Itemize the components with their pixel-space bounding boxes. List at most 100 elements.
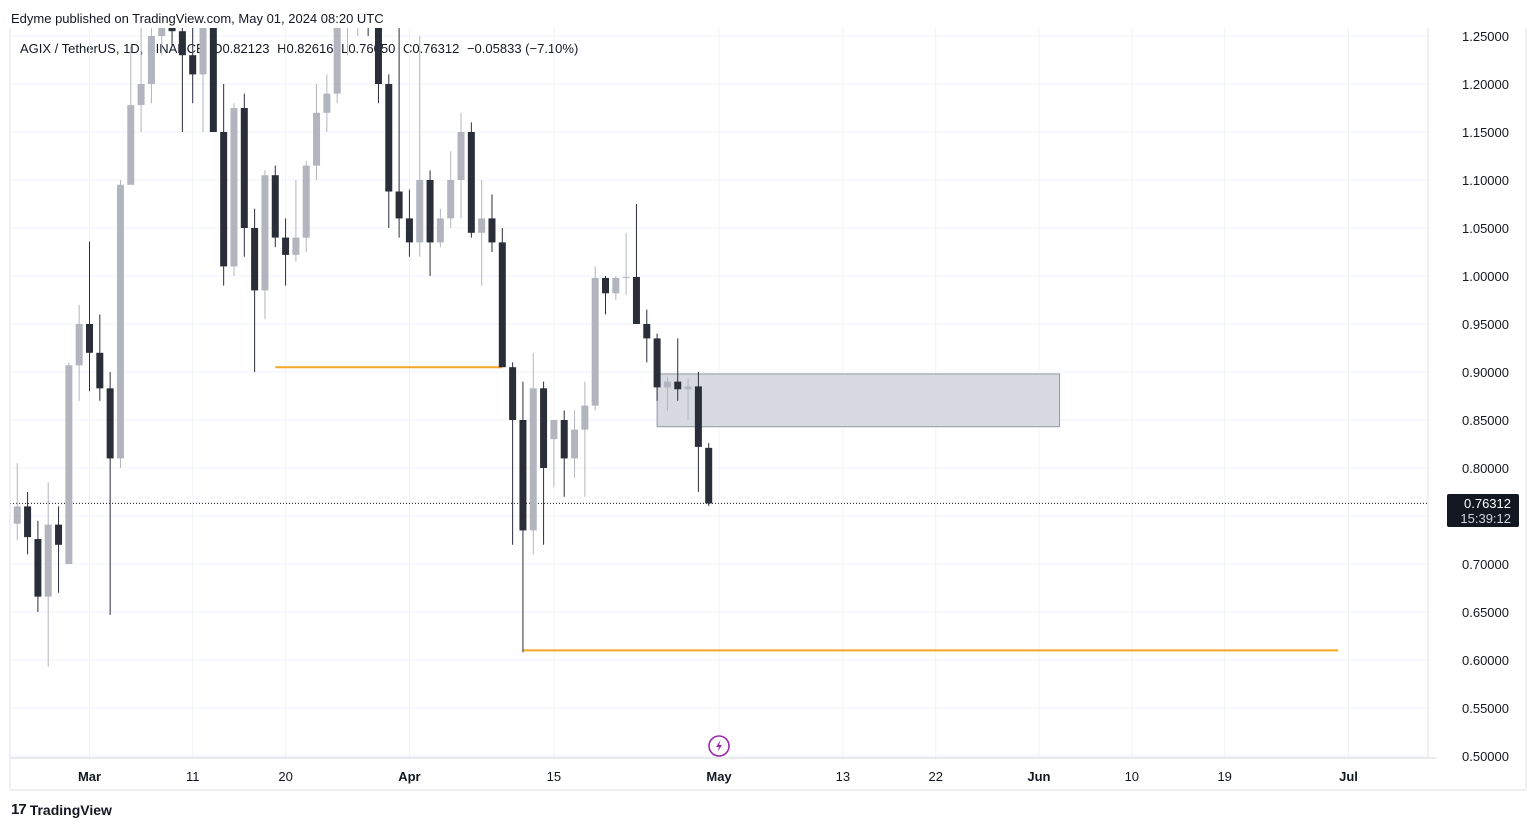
candle-body bbox=[220, 132, 228, 267]
candle-body bbox=[24, 506, 32, 538]
bearish-candle bbox=[367, 28, 369, 36]
y-tick-label: 0.80000 bbox=[1462, 461, 1509, 476]
candle-body bbox=[395, 191, 403, 219]
x-tick-label: 20 bbox=[278, 769, 292, 784]
bearish-candle bbox=[426, 170, 434, 276]
candle-body bbox=[10, 506, 11, 524]
bearish-candle bbox=[705, 443, 713, 506]
candle-body bbox=[478, 218, 486, 233]
bullish-candle bbox=[447, 151, 455, 228]
bearish-candle bbox=[405, 189, 413, 257]
bullish-candle bbox=[199, 28, 207, 132]
bullish-candle bbox=[571, 410, 579, 478]
candle-body bbox=[436, 218, 444, 243]
lightning-event-icon bbox=[708, 735, 730, 757]
bullish-candle bbox=[75, 304, 83, 401]
y-tick-label: 0.65000 bbox=[1462, 605, 1509, 620]
bullish-candle bbox=[436, 208, 444, 248]
candle-body bbox=[127, 105, 135, 185]
legend-symbol[interactable]: AGIX / TetherUS, 1D, BINANCE bbox=[20, 41, 205, 56]
bearish-candle bbox=[34, 520, 42, 612]
last-price-value: 0.76312 bbox=[1464, 496, 1511, 511]
bullish-candle bbox=[416, 36, 424, 257]
bearish-candle bbox=[240, 93, 248, 257]
bearish-candle bbox=[560, 410, 568, 497]
candle-body bbox=[488, 218, 496, 243]
y-tick-label: 1.20000 bbox=[1462, 77, 1509, 92]
candle-body bbox=[622, 276, 630, 278]
markers bbox=[708, 735, 730, 757]
candle-body bbox=[178, 31, 186, 56]
bullish-candle bbox=[478, 180, 486, 286]
candle-body bbox=[323, 93, 331, 113]
x-tick-label: 13 bbox=[836, 769, 850, 784]
candle-body bbox=[571, 429, 579, 459]
bullish-candle bbox=[591, 266, 599, 411]
candle-body bbox=[705, 447, 713, 504]
legend-close: C0.76312 bbox=[402, 41, 460, 56]
bullish-candle bbox=[457, 112, 465, 219]
candle-body bbox=[684, 386, 692, 390]
candle-body bbox=[426, 180, 434, 243]
bearish-candle bbox=[395, 28, 403, 238]
y-tick-label: 1.00000 bbox=[1462, 269, 1509, 284]
bullish-candle bbox=[581, 381, 589, 497]
bearish-candle bbox=[467, 122, 475, 238]
bullish-candle bbox=[612, 276, 620, 300]
axes: 1.25000 1.20000 1.15000 1.10000 1.05000 1.000… bbox=[9, 28, 1527, 791]
x-tick-label: Jul bbox=[1339, 769, 1358, 784]
legend-open: O0.82123 bbox=[212, 41, 270, 56]
y-tick-label: 1.10000 bbox=[1462, 173, 1509, 188]
y-tick-label: 0.60000 bbox=[1462, 653, 1509, 668]
bearish-candle bbox=[55, 506, 63, 593]
candle-body bbox=[86, 324, 93, 353]
y-tick-label: 0.90000 bbox=[1462, 365, 1509, 380]
y-tick-label: 0.55000 bbox=[1462, 701, 1509, 716]
candle-body bbox=[354, 0, 361, 7]
bullish-candle bbox=[65, 362, 73, 564]
candle-body bbox=[550, 420, 558, 440]
bearish-candle bbox=[498, 228, 506, 368]
bullish-candle bbox=[127, 45, 135, 185]
x-tick-label: Mar bbox=[78, 769, 101, 784]
bearish-candle bbox=[24, 492, 32, 555]
candle-body bbox=[612, 277, 620, 294]
symbol-legend: AGIX / TetherUS, 1D, BINANCE O0.82123 H0… bbox=[20, 41, 582, 56]
candle-body bbox=[509, 367, 517, 420]
candle-body bbox=[467, 132, 475, 233]
lightning-bolt bbox=[716, 740, 723, 752]
candle-body bbox=[694, 386, 702, 447]
bearish-candle bbox=[10, 506, 11, 524]
bullish-candle bbox=[261, 170, 269, 320]
candle-body bbox=[116, 184, 124, 459]
candle-body bbox=[581, 405, 589, 430]
legend-high: H0.82616 bbox=[277, 41, 334, 56]
bearish-candle bbox=[374, 28, 382, 104]
bullish-candle bbox=[323, 74, 331, 132]
candle-body bbox=[199, 28, 207, 75]
publisher-line: Edyme published on TradingView.com, May … bbox=[11, 11, 384, 26]
bearish-candle bbox=[602, 276, 609, 315]
candle-body bbox=[44, 524, 52, 597]
candle-body bbox=[519, 420, 527, 531]
bullish-candle bbox=[230, 103, 238, 276]
bearish-candle bbox=[282, 218, 290, 286]
tradingview-branding[interactable]: 17 TradingView bbox=[11, 801, 112, 818]
candle-body bbox=[282, 237, 290, 255]
candle-body bbox=[560, 420, 568, 459]
candle-body bbox=[168, 28, 176, 32]
candles bbox=[10, 0, 713, 667]
candle-body bbox=[251, 228, 259, 291]
zone-layer bbox=[656, 373, 1061, 428]
last-price-label: 0.76312 15:39:12 bbox=[1447, 494, 1519, 527]
candle-body bbox=[240, 108, 248, 228]
bearish-candle bbox=[519, 381, 527, 653]
bullish-candle bbox=[347, 28, 348, 56]
legend-change: −0.05833 (−7.10%) bbox=[466, 41, 579, 56]
bullish-candle bbox=[44, 482, 52, 667]
candle-body bbox=[106, 388, 114, 459]
candle-body bbox=[643, 324, 651, 339]
x-tick-label: 19 bbox=[1217, 769, 1231, 784]
candle-body bbox=[292, 237, 300, 255]
